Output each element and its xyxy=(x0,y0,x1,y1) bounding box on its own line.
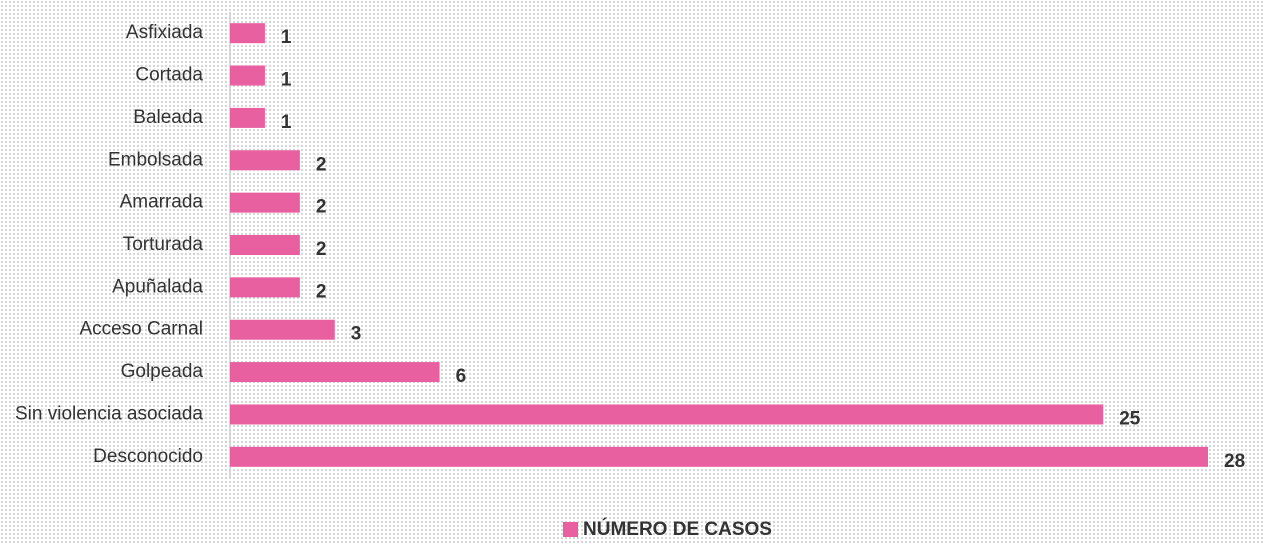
value-label: 2 xyxy=(316,281,327,302)
category-label: Apuñalada xyxy=(112,276,203,297)
bar xyxy=(230,65,265,86)
category-label: Sin violencia asociada xyxy=(15,403,203,424)
legend-label: NÚMERO DE CASOS xyxy=(583,518,772,540)
bar xyxy=(230,404,1104,425)
category-label: Amarrada xyxy=(120,192,204,213)
bar xyxy=(230,23,265,44)
value-label: 2 xyxy=(316,239,327,260)
value-label: 6 xyxy=(456,366,467,387)
value-label: 2 xyxy=(316,197,327,218)
legend-swatch xyxy=(563,522,578,537)
value-label: 1 xyxy=(281,70,292,91)
bar xyxy=(230,235,300,255)
category-label: Embolsada xyxy=(108,149,203,170)
value-label: 1 xyxy=(281,112,292,133)
category-label: Cortada xyxy=(135,65,203,86)
value-label: 28 xyxy=(1224,451,1245,472)
category-label: Golpeada xyxy=(121,361,204,382)
category-label: Asfixiada xyxy=(126,22,204,43)
bar xyxy=(230,150,300,171)
value-label: 2 xyxy=(316,154,327,175)
bar xyxy=(230,107,265,128)
category-label: Desconocido xyxy=(93,446,203,467)
bar xyxy=(230,277,300,298)
bar xyxy=(230,446,1208,467)
value-label: 3 xyxy=(351,324,362,345)
category-label: Acceso Carnal xyxy=(79,319,203,340)
bar xyxy=(230,362,440,383)
bar xyxy=(230,319,335,340)
bar xyxy=(230,192,300,213)
value-label: 25 xyxy=(1119,408,1141,429)
category-label: Baleada xyxy=(133,107,203,128)
value-label: 1 xyxy=(281,27,292,48)
category-label: Torturada xyxy=(123,234,204,255)
